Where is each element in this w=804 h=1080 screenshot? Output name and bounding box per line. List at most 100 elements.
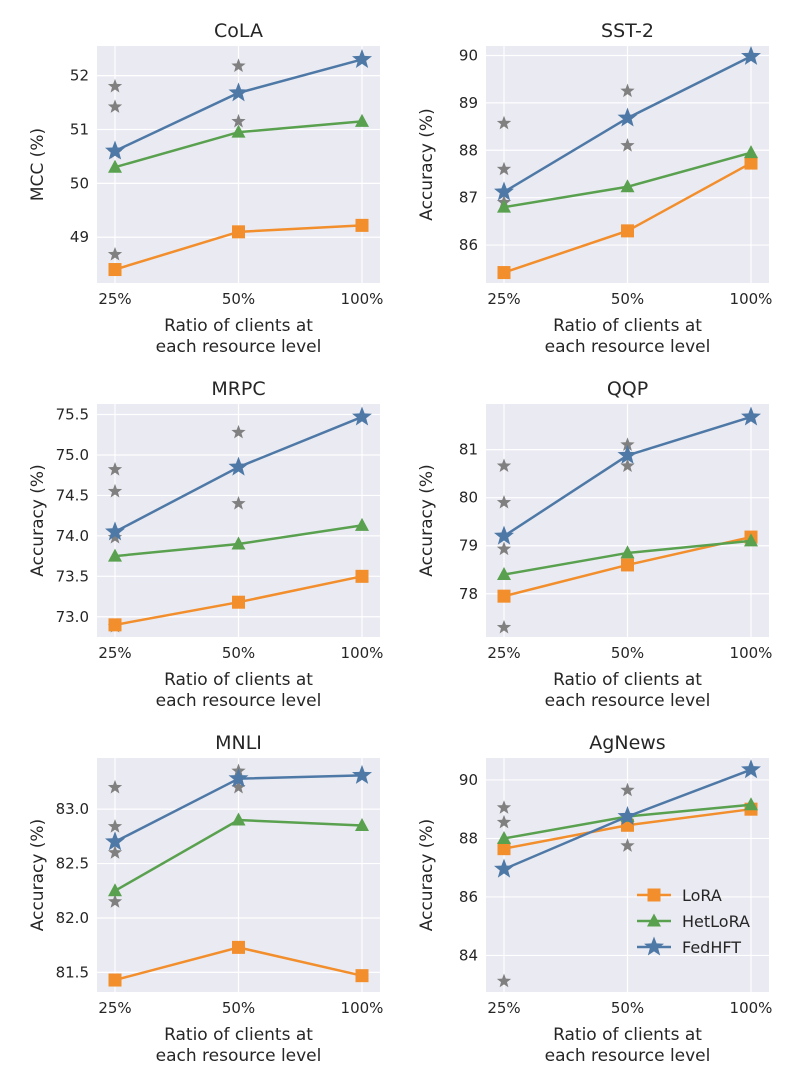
point-hetlora	[497, 567, 511, 581]
point-fedhft	[228, 768, 249, 788]
x-tick-label: 50%	[222, 644, 255, 662]
x-axis-label-line1: Ratio of clients at	[164, 316, 313, 336]
point-lora	[355, 969, 369, 983]
y-tick-label: 80	[459, 489, 478, 507]
chart-cola: 49 50 51 52 25% 50% 100% CoLA Ratio of clients a…	[28, 20, 383, 357]
point-fedhft	[494, 181, 514, 201]
x-axis-label-line2: each resource level	[156, 337, 322, 357]
client-star-point	[496, 541, 512, 556]
point-lora	[108, 973, 122, 987]
legend-marker-hetlora	[647, 913, 661, 927]
y-tick-label: 49	[70, 228, 89, 246]
x-tick-label: 50%	[611, 290, 644, 308]
point-fedhft	[494, 858, 514, 878]
legend: LoRA HetLoRA FedHFT	[637, 886, 750, 957]
y-tick-label: 86	[459, 888, 478, 906]
y-tick-label: 74.5	[56, 486, 89, 504]
client-star-point	[620, 437, 635, 451]
client-star-point	[231, 496, 246, 510]
client-star-point	[620, 782, 635, 797]
client-star-point	[231, 424, 246, 439]
point-lora	[108, 263, 122, 277]
point-fedhft	[741, 759, 761, 779]
x-tick-label: 25%	[98, 999, 131, 1017]
x-tick-label: 25%	[98, 290, 131, 308]
point-hetlora	[355, 113, 369, 127]
y-tick-label: 82.0	[56, 909, 89, 927]
client-star-point	[231, 779, 246, 794]
y-axis-label: Accuracy (%)	[28, 819, 48, 931]
client-star-point	[496, 458, 512, 473]
client-star-point	[107, 462, 123, 476]
point-lora	[621, 224, 634, 238]
point-lora	[744, 156, 758, 170]
y-tick-label: 81.5	[56, 963, 89, 981]
point-fedhft	[352, 764, 372, 784]
y-tick-label: 79	[459, 537, 478, 555]
point-fedhft	[228, 82, 249, 102]
point-hetlora	[355, 517, 369, 531]
client-star-point	[107, 845, 123, 859]
y-tick-label: 84	[459, 946, 478, 964]
point-fedhft	[105, 521, 125, 541]
y-tick-label: 90	[459, 771, 478, 789]
point-hetlora	[231, 812, 246, 826]
y-tick-label: 75.0	[56, 446, 89, 464]
client-star-point	[496, 115, 512, 130]
y-tick-label: 87	[459, 189, 478, 207]
legend-marker-fedhft	[644, 936, 664, 956]
point-lora	[497, 266, 511, 280]
point-hetlora	[497, 199, 511, 213]
x-tick-label: 25%	[487, 999, 520, 1017]
y-axis-label: Accuracy (%)	[28, 464, 48, 576]
x-tick-label: 100%	[730, 644, 773, 662]
point-lora	[497, 842, 511, 856]
chart-mnli: 81.5 82.0 82.5 83.0 25% 50% 100% MNLI Ratio of c…	[28, 732, 383, 1066]
y-tick-label: 50	[70, 174, 89, 192]
x-axis-label-line2: each resource level	[545, 1046, 711, 1066]
client-star-point	[107, 779, 123, 794]
x-axis-label-line1: Ratio of clients at	[553, 670, 702, 690]
point-fedhft	[617, 444, 638, 464]
point-fedhft	[105, 831, 125, 851]
y-tick-label: 74.0	[56, 527, 89, 545]
point-hetlora	[744, 145, 758, 159]
chart-title: MNLI	[215, 732, 262, 754]
chart-mrpc: 73.0 73.5 74.0 74.5 75.0 75.5 25% 50% 100% MRPC Ra…	[28, 378, 383, 711]
y-tick-label: 52	[70, 67, 89, 85]
y-tick-label: 88	[459, 141, 478, 159]
point-hetlora	[108, 548, 122, 562]
x-tick-label: 100%	[341, 644, 384, 662]
point-hetlora	[108, 883, 122, 897]
point-fedhft	[228, 456, 249, 476]
x-tick-label: 100%	[341, 290, 384, 308]
point-lora	[355, 569, 369, 583]
legend-label-lora: LoRA	[682, 886, 722, 905]
x-axis-label-line2: each resource level	[156, 1046, 322, 1066]
x-axis-label-line1: Ratio of clients at	[164, 670, 313, 690]
point-hetlora	[108, 159, 122, 173]
client-star-point	[620, 838, 635, 852]
client-star-point	[620, 458, 635, 473]
y-tick-label: 75.5	[56, 406, 89, 424]
point-fedhft	[617, 107, 638, 127]
y-tick-label: 81	[459, 441, 478, 459]
x-tick-label: 25%	[487, 290, 520, 308]
client-star-point	[620, 138, 635, 152]
x-axis-label-line1: Ratio of clients at	[164, 1025, 313, 1045]
point-lora	[232, 595, 245, 609]
point-fedhft	[352, 48, 372, 68]
point-lora	[355, 218, 369, 232]
legend-label-fedhft: FedHFT	[682, 938, 741, 957]
point-fedhft	[105, 140, 125, 160]
client-star-point	[496, 619, 512, 634]
point-fedhft	[741, 406, 761, 426]
y-tick-label: 90	[459, 46, 478, 64]
legend-label-hetlora: HetLoRA	[682, 912, 750, 931]
y-tick-label: 88	[459, 829, 478, 847]
client-star-point	[496, 800, 512, 814]
chart-title: CoLA	[214, 20, 263, 42]
point-hetlora	[497, 830, 511, 844]
x-axis-label-line2: each resource level	[156, 691, 322, 711]
